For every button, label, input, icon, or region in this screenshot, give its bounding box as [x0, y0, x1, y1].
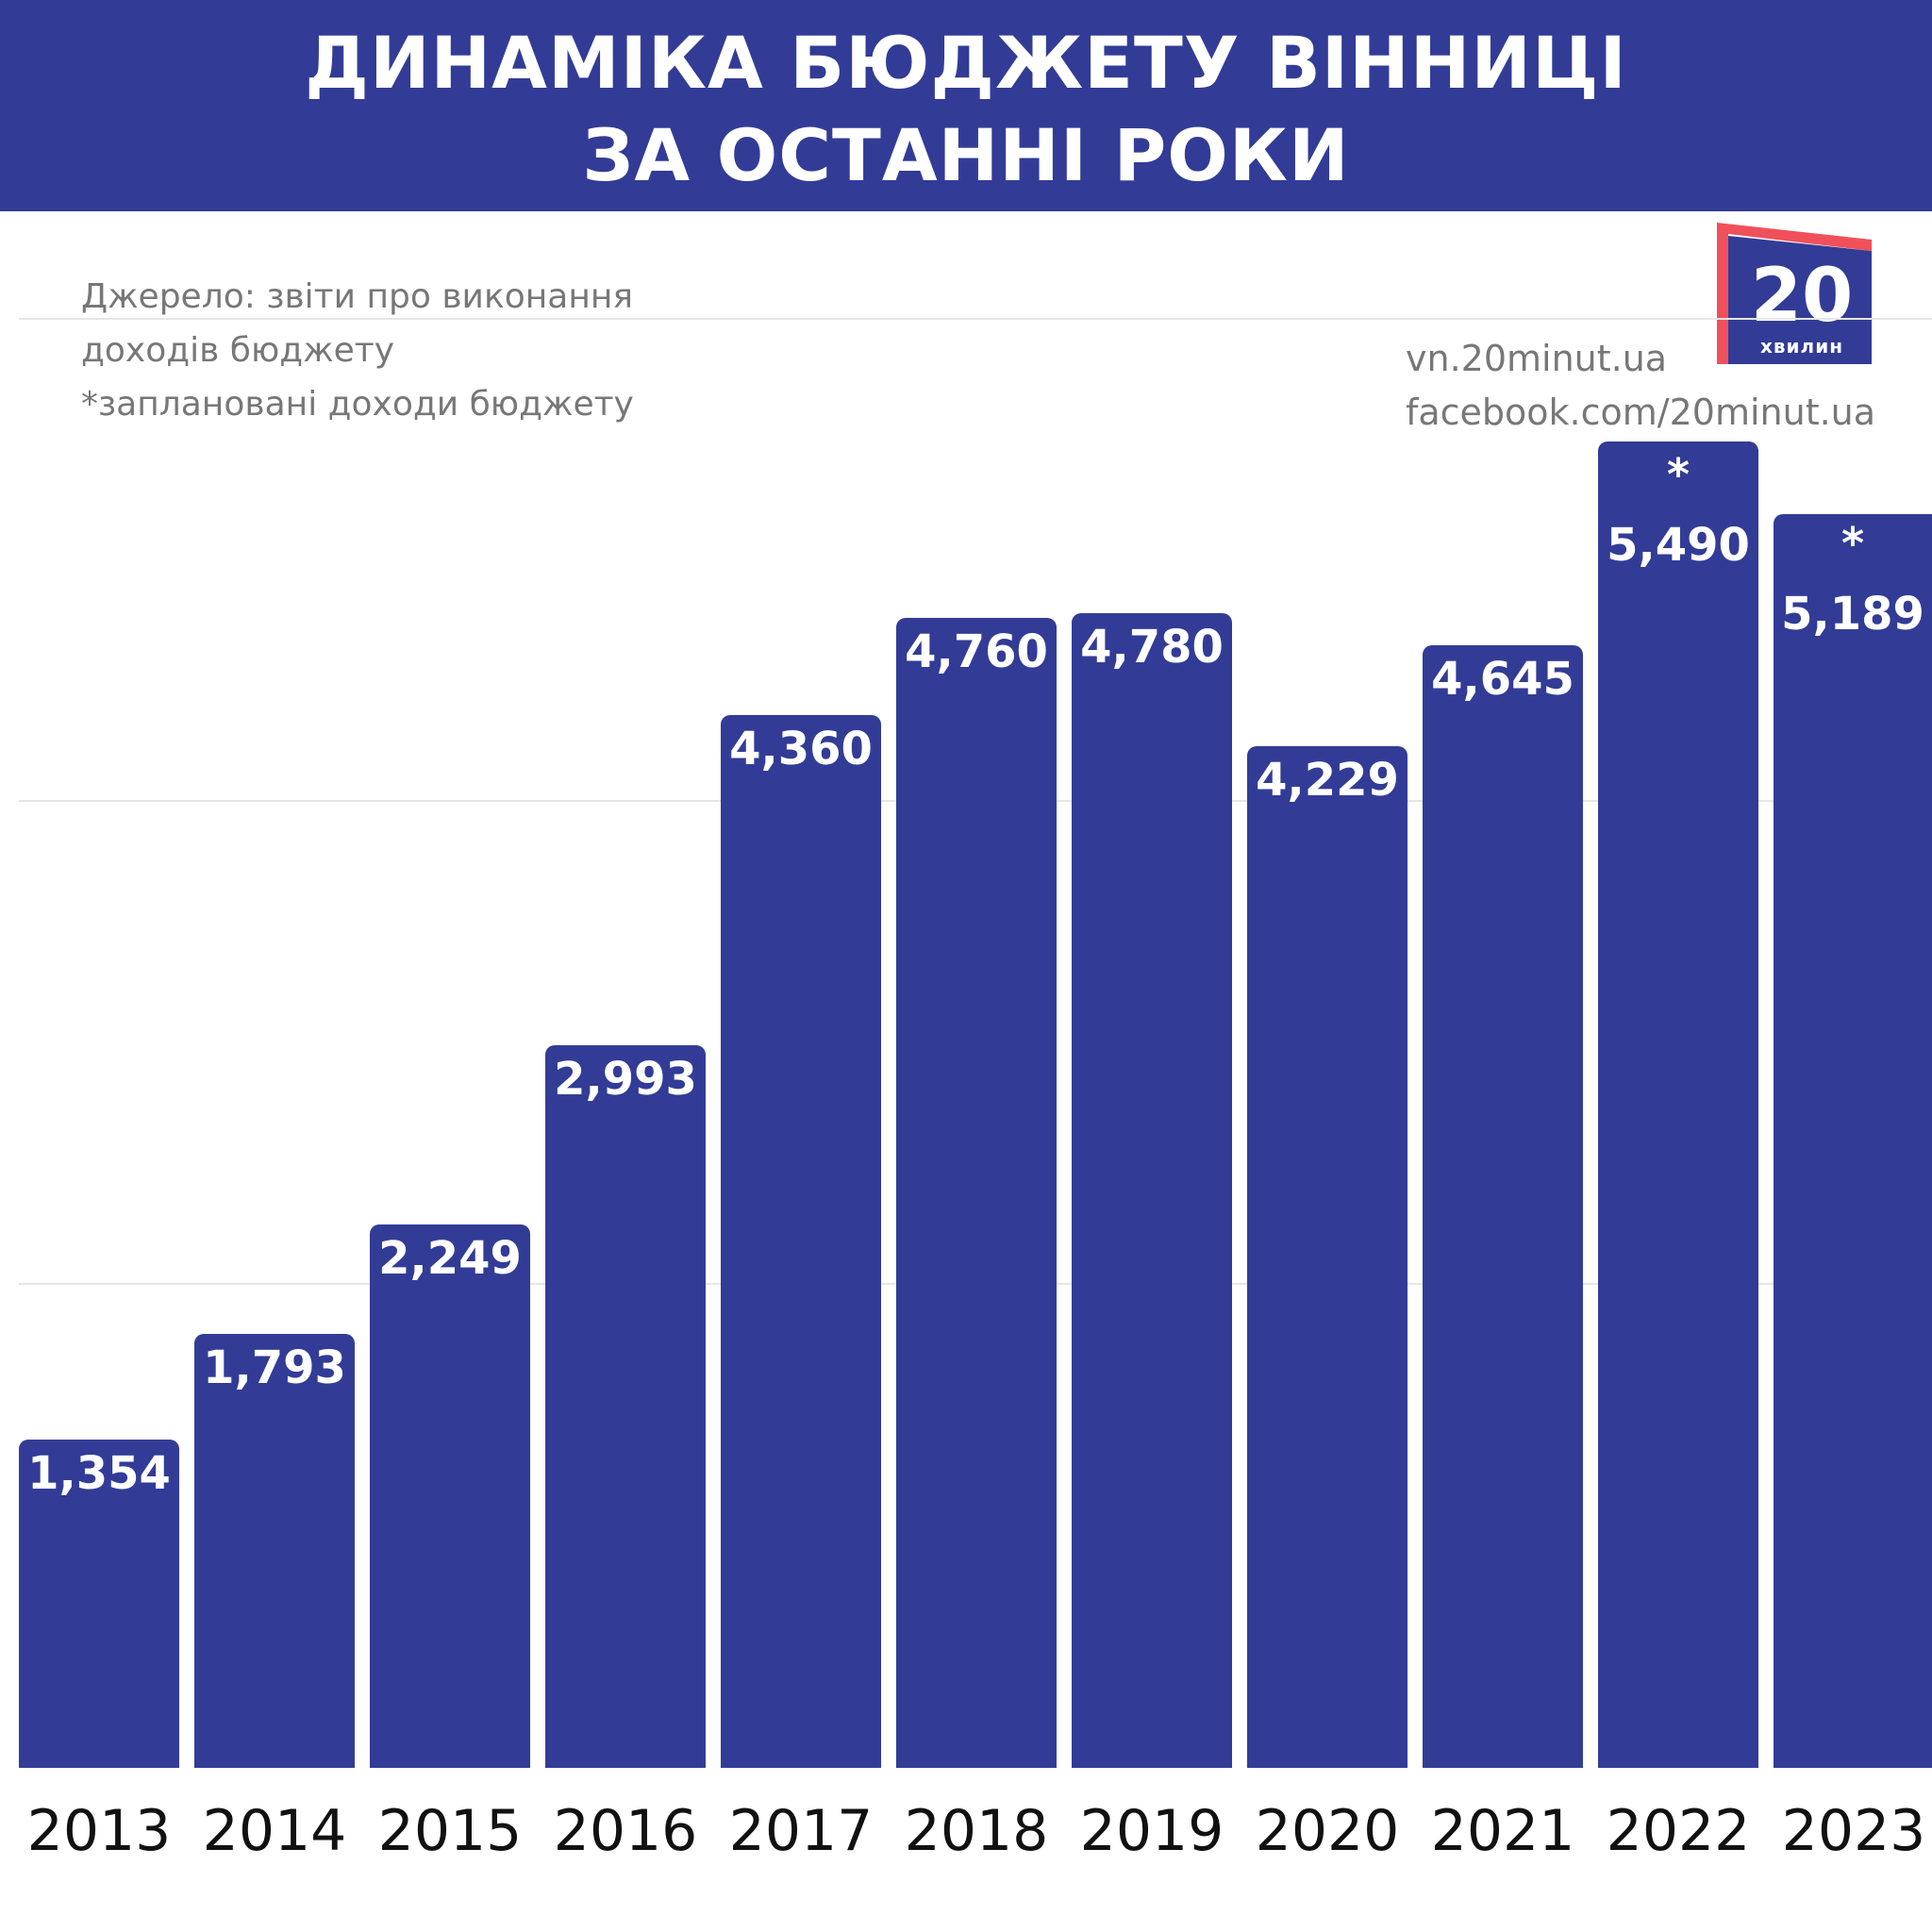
x-label-2023: 2023 [1781, 1798, 1926, 1864]
bar-2015: 2,249 [370, 1224, 530, 1768]
site-link[interactable]: vn.20minut.ua [1406, 338, 1668, 379]
logo-number: 20 [1751, 254, 1854, 339]
chart-title: ДИНАМІКА БЮДЖЕТУ ВІННИЦІ ЗА ОСТАННІ РОКИ [0, 17, 1932, 202]
x-label-2013: 2013 [26, 1798, 172, 1864]
title-line-1: ДИНАМІКА БЮДЖЕТУ ВІННИЦІ [305, 21, 1627, 105]
bar-value-label: 2,249 [378, 1232, 522, 1285]
bar-2018: 4,760 [896, 618, 1057, 1768]
bar-value-label: 2,993 [554, 1053, 697, 1106]
bar-2021: 4,645 [1423, 645, 1583, 1768]
bar-value-label: 4,360 [729, 723, 873, 775]
x-label-2020: 2020 [1255, 1798, 1400, 1864]
x-label-2014: 2014 [202, 1798, 347, 1864]
bar-value-label: 4,760 [905, 625, 1048, 678]
bar-2019: 4,780 [1072, 613, 1232, 1768]
branding-links: vn.20minut.ua facebook.com/20minut.ua [1406, 332, 1875, 440]
gridline-6000 [19, 318, 1932, 320]
source-line-2: доходів бюджету [81, 331, 395, 370]
bar-value-label: 4,780 [1080, 621, 1224, 674]
title-line-2: ЗА ОСТАННІ РОКИ [582, 113, 1350, 197]
logo-icon: 20 хвилин [1717, 223, 1872, 364]
source-note: Джерело: звіти про виконання доходів бюд… [81, 270, 634, 431]
x-label-2017: 2017 [728, 1798, 874, 1864]
x-label-2022: 2022 [1606, 1798, 1751, 1864]
x-label-2019: 2019 [1079, 1798, 1224, 1864]
planned-asterisk: * [1840, 518, 1865, 569]
x-label-2018: 2018 [904, 1798, 1049, 1864]
bar-value-label: 5,189 [1781, 588, 1924, 641]
title-banner: ДИНАМІКА БЮДЖЕТУ ВІННИЦІ ЗА ОСТАННІ РОКИ [0, 0, 1932, 211]
bar-2023: * 5,189 [1774, 514, 1932, 1768]
bar-2017: 4,360 [721, 715, 881, 1768]
source-line-1: Джерело: звіти про виконання [81, 277, 634, 316]
bar-value-label: 4,645 [1431, 653, 1574, 706]
bar-value-label: 1,793 [203, 1341, 346, 1394]
bar-2014: 1,793 [194, 1334, 355, 1768]
x-label-2015: 2015 [377, 1798, 523, 1864]
bar-2016: 2,993 [545, 1045, 706, 1768]
facebook-link[interactable]: facebook.com/20minut.ua [1406, 391, 1876, 433]
bar-2013: 1,354 [19, 1440, 179, 1768]
bar-2020: 4,229 [1247, 746, 1407, 1768]
logo-word: хвилин [1760, 335, 1843, 358]
planned-asterisk: * [1666, 449, 1690, 500]
planned-footnote: *заплановані доходи бюджету [81, 385, 634, 424]
bar-value-label: 1,354 [27, 1447, 171, 1500]
20-khvylyn-logo: 20 хвилин [1717, 223, 1875, 374]
bar-value-label: 4,229 [1256, 754, 1399, 807]
x-label-2021: 2021 [1430, 1798, 1575, 1864]
bar-2022: * 5,490 [1598, 441, 1758, 1768]
x-label-2016: 2016 [553, 1798, 698, 1864]
bar-value-label: 5,490 [1607, 519, 1750, 572]
